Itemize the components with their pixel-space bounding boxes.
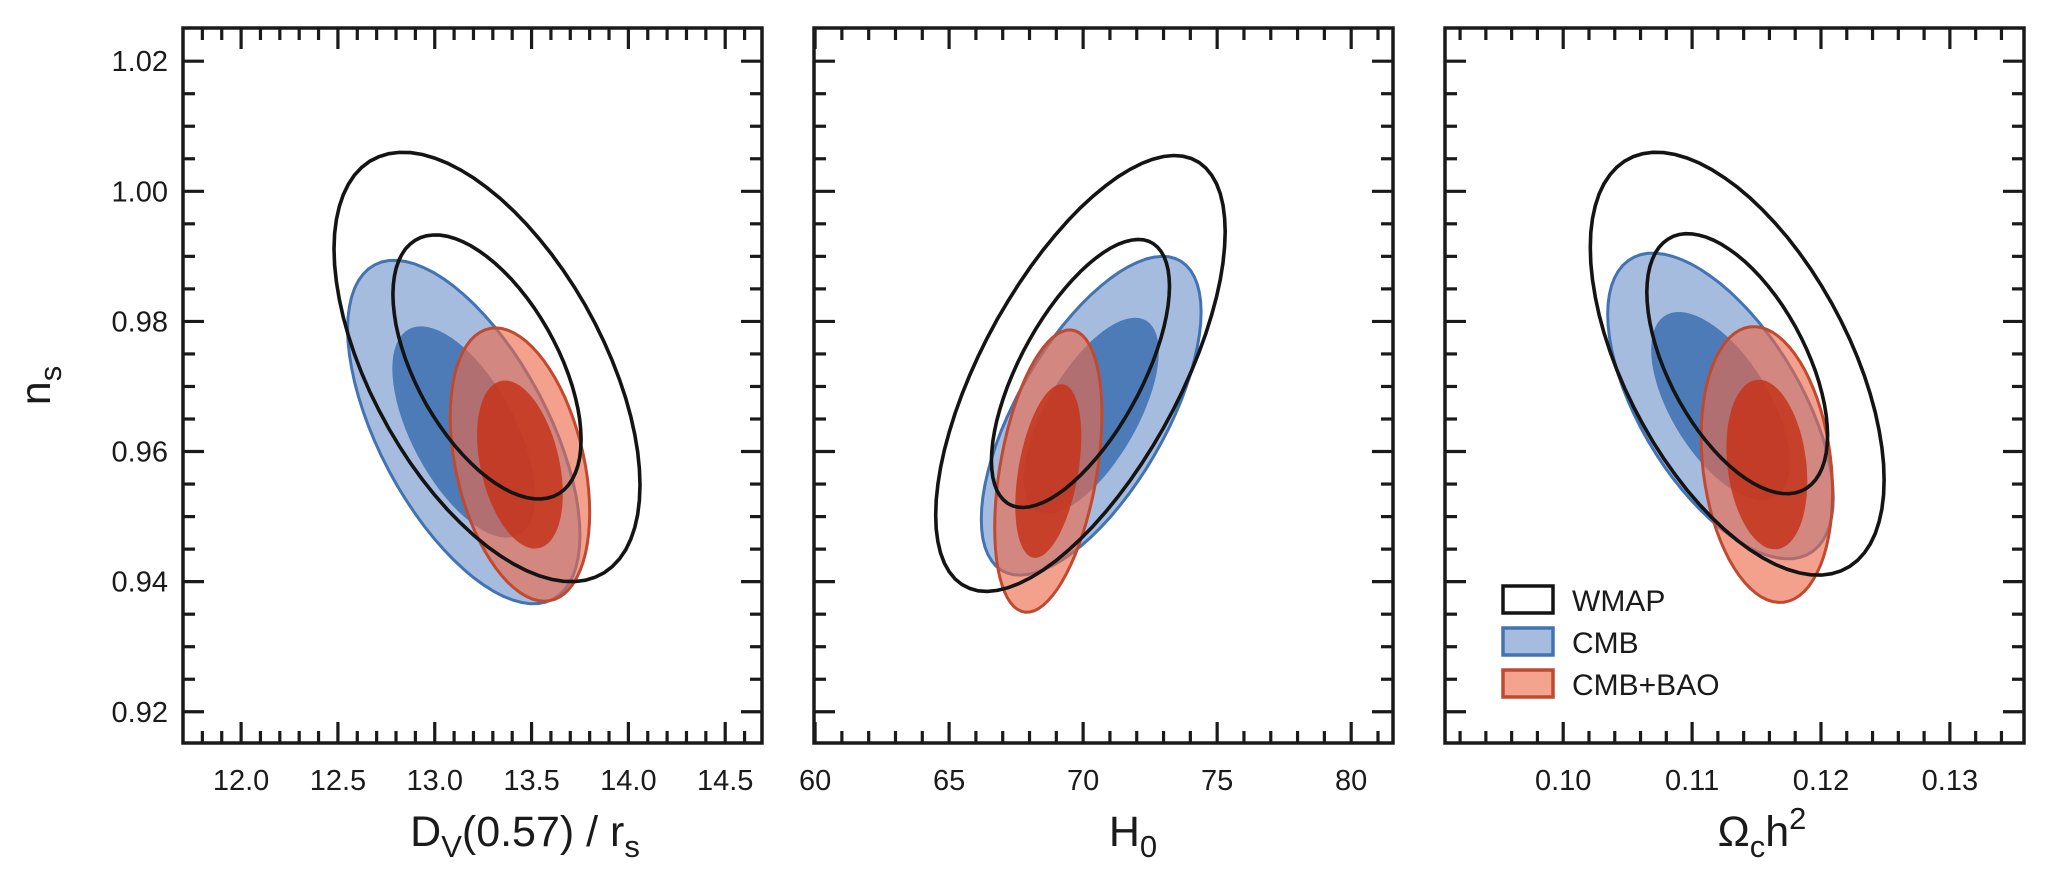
legend-swatch-wmap: [1501, 584, 1555, 615]
panel-frame: [812, 26, 1395, 745]
x-axis-title-panel-3: Ωch2: [1718, 801, 1807, 864]
y-tick-label: 1.00: [112, 176, 168, 208]
panel-1: 12.0 12.5 13.0 13.5 14.0 14.5 0.92 0.94 0.96 0.98…: [112, 26, 764, 864]
contour-wmap-95: [332, 150, 642, 584]
x-tick-label: 0.11: [1665, 765, 1719, 797]
contour-wmap-95: [933, 153, 1228, 594]
x-tick-label: 12.5: [310, 765, 366, 797]
x-tick-label: 14.0: [600, 765, 656, 797]
x-tick-label: 75: [1201, 765, 1233, 797]
y-axis-title: ns: [12, 366, 68, 405]
contour-cmb-bao-68: [1726, 379, 1808, 550]
y-tick-label: 0.92: [112, 697, 168, 729]
contour-wmap-68: [989, 237, 1172, 510]
x-tick-label: 13.0: [407, 765, 463, 797]
legend-label-wmap: WMAP: [1572, 585, 1665, 618]
x-axis-title-panel-1: DV(0.57) / rs: [410, 808, 640, 864]
legend-swatch-cmb: [1501, 626, 1555, 657]
legend: WMAP CMB CMB+BAO: [1501, 584, 1720, 702]
x-tick-label: 0.13: [1922, 765, 1978, 797]
x-tick-label: 0.10: [1535, 765, 1591, 797]
x-tick-label: 14.5: [697, 765, 753, 797]
contour-cmb-bao-68: [1015, 384, 1082, 558]
y-tick-label: 0.96: [112, 437, 168, 469]
x-axis-title-panel-2: H0: [1109, 808, 1157, 864]
x-tick-label: 60: [799, 765, 831, 797]
contour-wmap-68: [391, 233, 583, 501]
x-tick-label: 13.5: [503, 765, 559, 797]
x-tick-label: 70: [1067, 765, 1099, 797]
y-tick-label: 1.02: [112, 46, 168, 78]
legend-swatch-cmb-bao: [1501, 668, 1555, 699]
contour-wmap-95: [1588, 150, 1886, 577]
y-tick-label: 0.98: [112, 306, 168, 338]
legend-label-cmb: CMB: [1572, 627, 1639, 660]
x-tick-label: 65: [933, 765, 965, 797]
y-tick-label: 0.94: [112, 567, 168, 599]
x-tick-label: 12.0: [213, 765, 269, 797]
x-tick-label: 0.12: [1793, 765, 1849, 797]
panel-2: 60 65 70 75 80 H0: [799, 26, 1395, 864]
panel-frame: [181, 26, 764, 745]
x-tick-label: 80: [1335, 765, 1367, 797]
panel-3: 0.10 0.11 0.12 0.13 Ωch2: [1443, 26, 2026, 864]
legend-label-cmb-bao: CMB+BAO: [1572, 669, 1720, 702]
contour-wmap-68: [1644, 231, 1830, 496]
contour-cmb-bao-68: [477, 380, 563, 549]
panel-frame: [1443, 26, 2026, 745]
